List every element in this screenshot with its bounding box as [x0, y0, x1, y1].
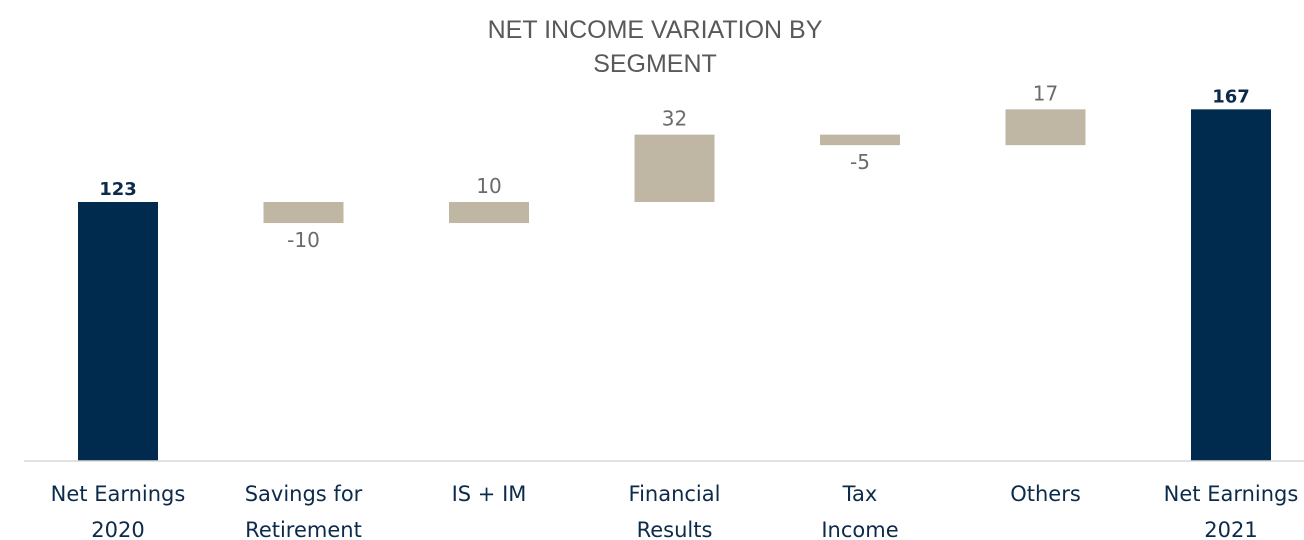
delta-bar: [1005, 109, 1086, 146]
value-label: 17: [1033, 81, 1058, 105]
category-label: IS + IM: [452, 482, 527, 506]
delta-bar: [263, 202, 344, 224]
category-label: Tax: [842, 482, 878, 506]
category-label: 2020: [91, 518, 144, 540]
chart-title-line-2: SEGMENT: [593, 50, 717, 78]
total-bar: [78, 202, 158, 461]
delta-bar: [449, 202, 529, 224]
category-label: Savings for: [245, 482, 363, 506]
value-label: 167: [1212, 86, 1250, 107]
category-label: Retirement: [245, 518, 362, 540]
value-labels-group: 123 -10 10 32 -5 17 167: [99, 81, 1250, 252]
category-label: Net Earnings: [1164, 482, 1299, 506]
category-label: Income: [821, 518, 898, 540]
category-label: Others: [1010, 482, 1081, 506]
delta-bar: [820, 134, 900, 146]
total-bar: [1191, 109, 1271, 461]
value-label: 123: [99, 179, 137, 200]
delta-bar: [634, 134, 715, 202]
value-label: -10: [287, 228, 320, 252]
chart-title-line-1: NET INCOME VARIATION BY: [488, 16, 823, 44]
value-label: 32: [662, 107, 687, 131]
category-labels-group: Net Earnings 2020 Savings for Retirement IS …: [51, 482, 1299, 540]
value-label: -5: [850, 150, 870, 174]
category-label: Financial: [629, 482, 721, 506]
bars-group: [78, 109, 1271, 461]
value-label: 10: [476, 174, 501, 198]
category-label: Net Earnings: [51, 482, 186, 506]
category-label: Results: [637, 518, 713, 540]
category-label: 2021: [1204, 518, 1257, 540]
